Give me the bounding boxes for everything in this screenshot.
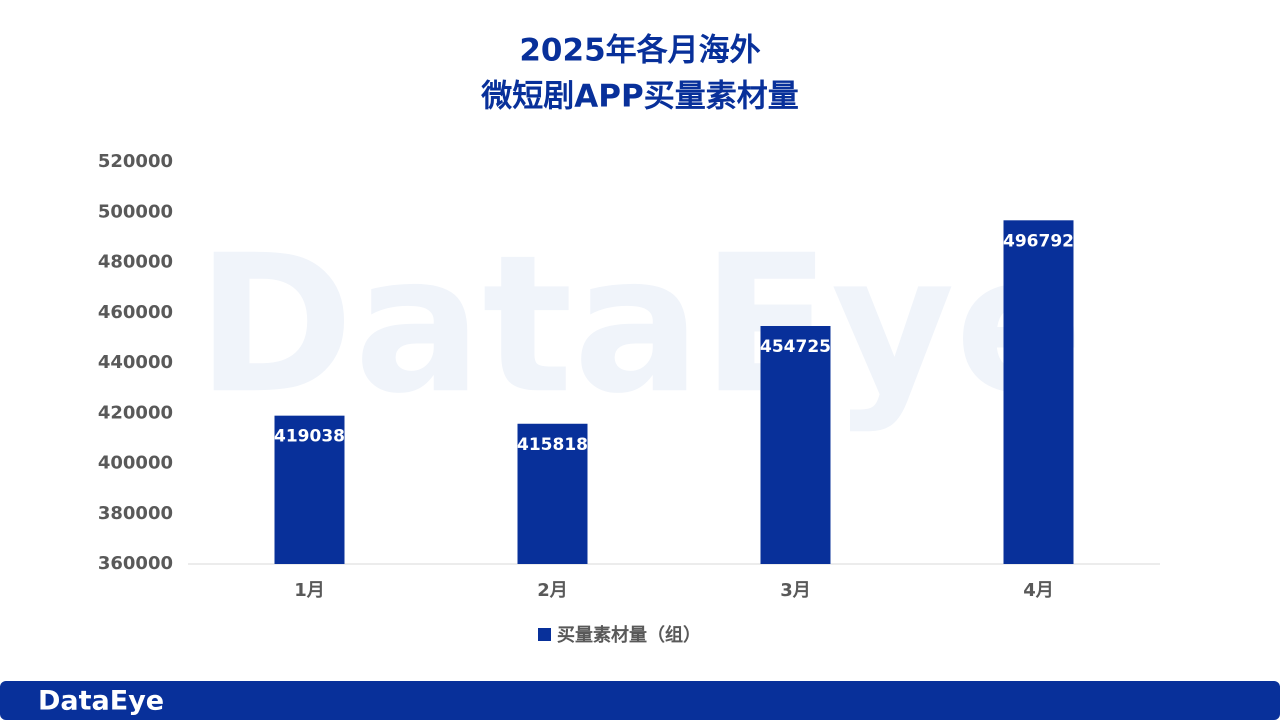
y-tick-label: 500000 <box>98 201 173 222</box>
bar <box>517 423 588 564</box>
y-tick-label: 460000 <box>98 302 173 323</box>
bar <box>760 326 831 564</box>
y-tick-label: 480000 <box>98 252 173 273</box>
x-tick-label: 4月 <box>1023 580 1054 601</box>
chart-title: 2025年各月海外 <box>519 33 760 69</box>
data-label: 415818 <box>517 435 588 455</box>
y-tick-label: 440000 <box>98 352 173 373</box>
legend-swatch <box>538 628 551 641</box>
data-label: 419038 <box>274 427 345 447</box>
bar <box>274 415 345 564</box>
y-tick-label: 380000 <box>98 503 173 524</box>
y-tick-label: 520000 <box>98 151 173 172</box>
footer-bar <box>0 681 1280 720</box>
bar <box>1003 220 1074 564</box>
data-label: 496792 <box>1003 231 1074 251</box>
chart-title: 微短剧APP买量素材量 <box>480 79 798 115</box>
y-tick-label: 420000 <box>98 402 173 423</box>
legend-label: 买量素材量（组） <box>557 624 701 646</box>
x-tick-label: 3月 <box>780 580 811 601</box>
data-label: 454725 <box>760 337 831 357</box>
x-tick-label: 1月 <box>294 580 325 601</box>
watermark: DataEye <box>196 214 1083 435</box>
y-tick-label: 400000 <box>98 453 173 474</box>
x-tick-label: 2月 <box>537 580 568 601</box>
y-tick-label: 360000 <box>98 553 173 574</box>
footer-brand: DataEye <box>38 686 164 717</box>
